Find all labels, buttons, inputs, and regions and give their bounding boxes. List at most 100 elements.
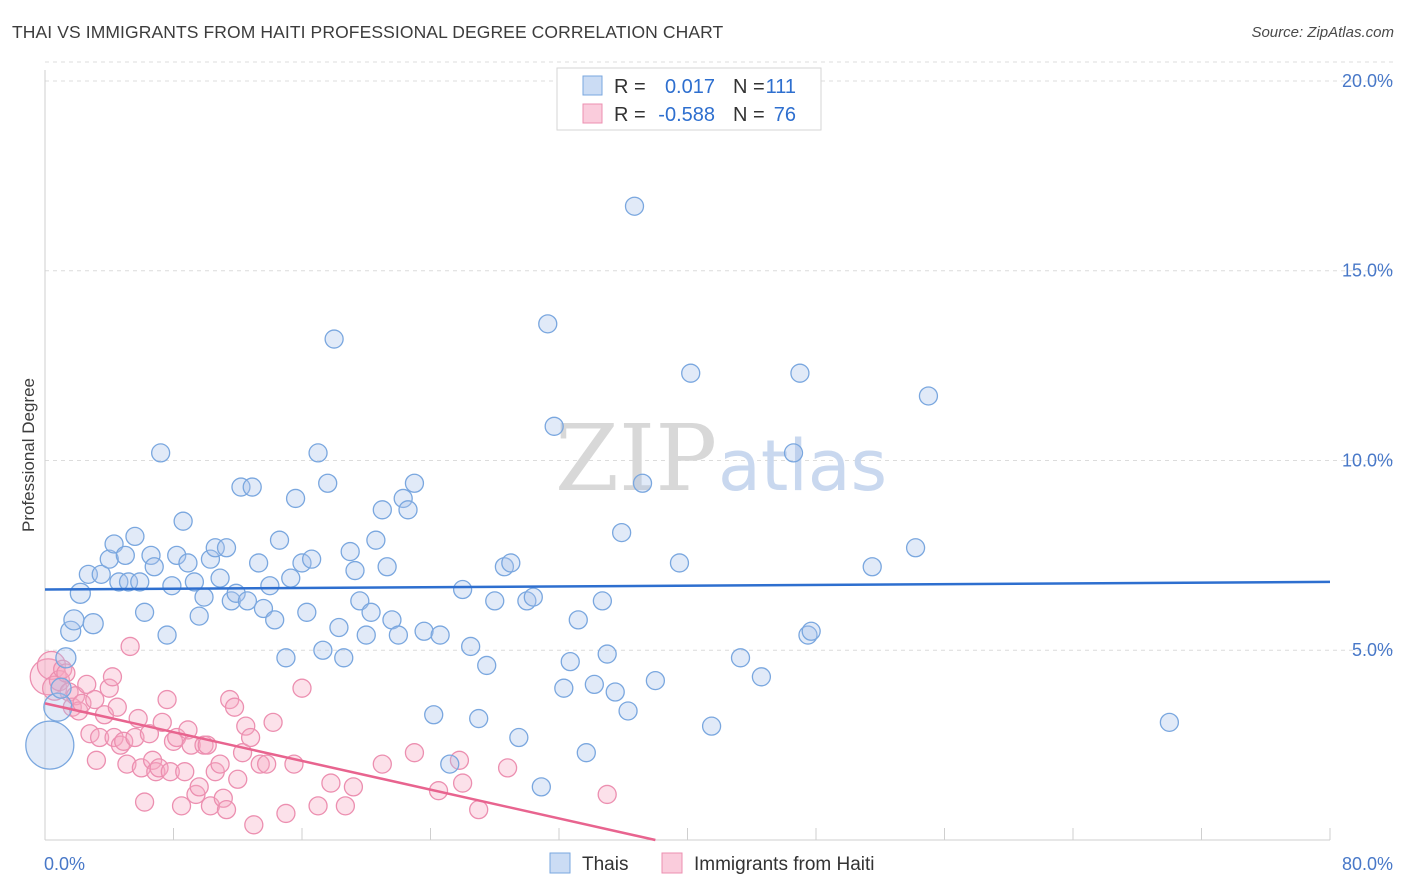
haiti-point-56: [240, 727, 261, 748]
thais-point-84: [544, 416, 564, 436]
haiti-point-50: [216, 799, 237, 820]
haiti-point-33: [152, 712, 172, 733]
haiti-point-43: [189, 777, 209, 797]
thais-point-87: [568, 610, 588, 630]
y-axis-title: Professional Degree: [19, 378, 38, 532]
haiti-point-1: [36, 650, 67, 681]
thais-point-64: [388, 625, 409, 645]
thais-point-99: [681, 363, 701, 383]
haiti-point-67: [343, 777, 364, 797]
thais-point-51: [318, 473, 338, 493]
thais-point-88: [576, 743, 596, 763]
legend-n-value-haiti: 76: [774, 104, 796, 126]
thais-point-79: [509, 727, 529, 748]
thais-point-104: [790, 363, 810, 383]
thais-point-58: [356, 625, 376, 645]
thais-point-109: [918, 386, 939, 406]
thais-point-56: [345, 560, 365, 581]
thais-point-24: [173, 511, 193, 531]
thais-point-72: [452, 579, 473, 600]
haiti-point-29: [139, 724, 160, 744]
thais-point-91: [597, 644, 617, 664]
thais-point-16: [130, 572, 150, 592]
thais-point-90: [592, 591, 613, 611]
haiti-point-63: [292, 678, 312, 698]
thais-point-89: [584, 674, 604, 695]
thais-point-9: [91, 564, 111, 584]
haiti-point-61: [276, 803, 296, 824]
thais-point-92: [605, 682, 625, 702]
thais-point-53: [329, 617, 349, 638]
thais-point-65: [393, 488, 413, 509]
thais-point-21: [157, 625, 177, 645]
thais-point-69: [424, 705, 444, 725]
y-tick-label-2: 15.0%: [1342, 261, 1393, 281]
legend-swatch-thais: [582, 75, 603, 96]
haiti-point-55: [236, 716, 256, 736]
x-ticks: [44, 828, 1331, 840]
haiti-point-30: [142, 750, 163, 770]
thais-point-50: [313, 640, 333, 660]
series-thais-points: [25, 196, 1180, 797]
thais-point-14: [118, 572, 139, 592]
thais-point-85: [554, 678, 574, 698]
haiti-point-28: [134, 792, 155, 812]
thais-point-22: [162, 576, 182, 596]
haiti-point-12: [80, 724, 100, 744]
thais-point-61: [372, 500, 392, 520]
source-credit: Source: ZipAtlas.com: [1251, 24, 1394, 41]
thais-point-44: [281, 568, 301, 588]
legend-r-label-haiti: R =: [614, 104, 646, 126]
thais-point-13: [115, 545, 135, 566]
haiti-point-71: [449, 750, 470, 770]
haiti-point-52: [224, 697, 245, 717]
haiti-point-73: [469, 799, 489, 820]
haiti-point-57: [244, 815, 264, 835]
thais-point-78: [501, 553, 521, 573]
watermark: ZIP atlas: [555, 405, 887, 512]
thais-point-8: [82, 613, 104, 635]
haiti-point-23: [117, 754, 137, 774]
legend-r-value-haiti: -0.588: [658, 104, 715, 126]
haiti-point-5: [56, 663, 76, 683]
thais-point-68: [414, 621, 434, 641]
thais-point-110: [1159, 712, 1180, 733]
haiti-point-25: [125, 727, 145, 748]
thais-point-98: [669, 553, 690, 573]
haiti-point-20: [107, 697, 127, 717]
thais-point-83: [538, 314, 558, 334]
series-haiti-points: [29, 636, 617, 835]
thais-point-49: [308, 443, 328, 463]
bottom-legend: Thais Immigrants from Haiti: [549, 852, 875, 875]
thais-point-94: [618, 701, 638, 721]
thais-point-54: [334, 648, 354, 668]
thais-point-15: [125, 526, 145, 547]
thais-point-10: [99, 549, 119, 569]
thais-point-18: [141, 545, 161, 566]
thais-point-29: [200, 549, 221, 569]
haiti-point-13: [85, 689, 105, 710]
thais-point-31: [210, 568, 230, 588]
haiti-point-59: [257, 754, 277, 774]
legend-r-label-thais: R =: [614, 76, 646, 98]
thais-point-106: [801, 621, 821, 641]
thais-point-66: [398, 500, 418, 520]
x-tick-label-max: 80.0%: [1342, 854, 1393, 874]
bottom-legend-swatch-haiti: [661, 852, 683, 874]
thais-point-38: [248, 553, 269, 573]
haiti-point-15: [89, 727, 110, 748]
thais-point-67: [404, 473, 425, 493]
haiti-point-60: [263, 712, 283, 733]
legend-n-value-thais: 111: [766, 76, 796, 98]
thais-point-3: [55, 647, 77, 669]
thais-point-23: [167, 545, 187, 566]
watermark-zip: ZIP: [555, 405, 717, 512]
thais-point-55: [340, 541, 360, 562]
thais-point-26: [184, 572, 205, 592]
thais-point-59: [361, 602, 381, 622]
thais-point-52: [324, 329, 344, 349]
thais-point-17: [134, 602, 155, 622]
thais-point-40: [260, 576, 280, 596]
thais-point-35: [231, 477, 251, 497]
thais-point-100: [701, 716, 722, 736]
